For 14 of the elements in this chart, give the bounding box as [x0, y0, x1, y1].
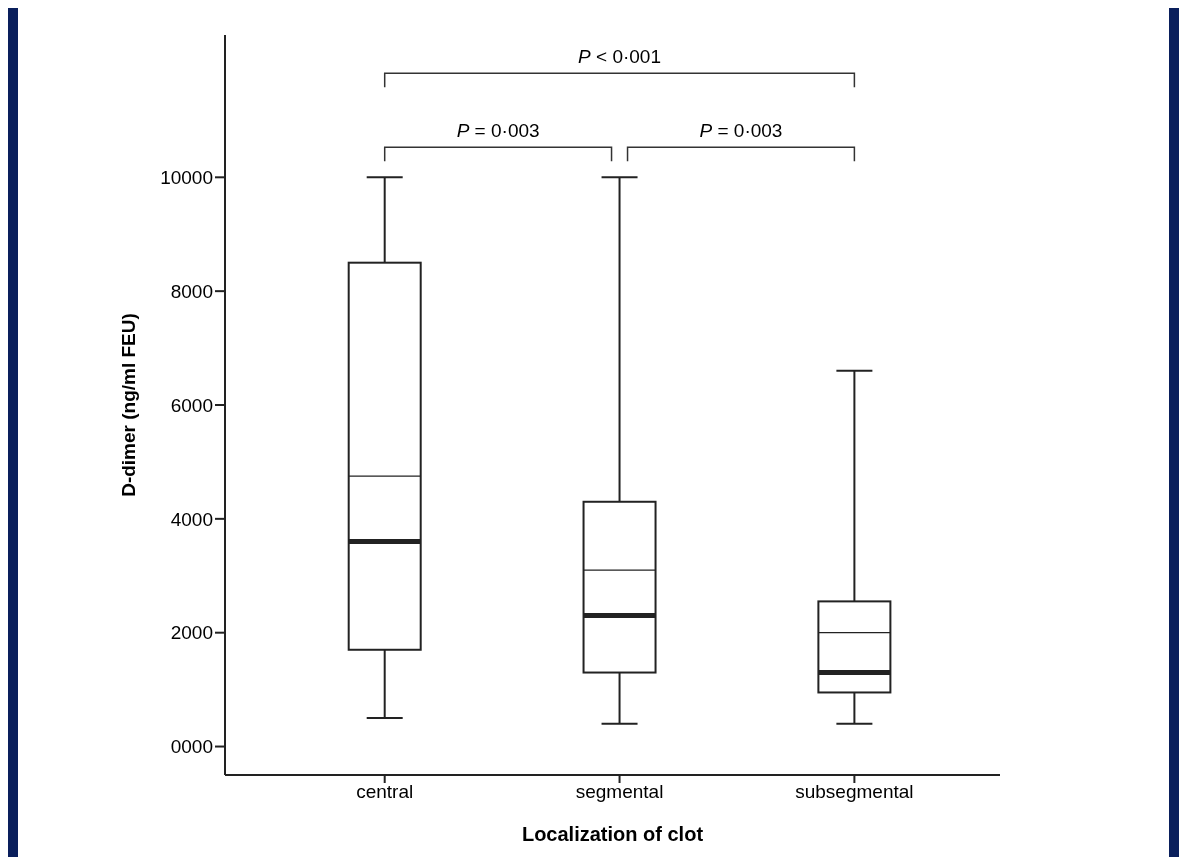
x-axis-title: Localization of clot — [521, 823, 704, 845]
y-tick-label: 2000 — [170, 622, 213, 644]
y-tick-label: 8000 — [170, 280, 213, 302]
x-tick-label: central — [356, 781, 414, 803]
annotation: P = 0·003 — [699, 120, 783, 142]
x-tick-label: segmental — [575, 781, 664, 803]
y-tick-label: 10000 — [160, 167, 213, 189]
y-tick-label: 0000 — [170, 736, 213, 758]
y-tick-label: 4000 — [170, 508, 213, 530]
x-tick-label: subsegmental — [795, 781, 914, 803]
annotation: P < 0·001 — [578, 46, 662, 68]
annotation: P = 0·003 — [456, 120, 540, 142]
y-axis-title: D-dimer (ng/ml FEU) — [117, 313, 139, 497]
y-tick-label: 6000 — [170, 394, 213, 416]
